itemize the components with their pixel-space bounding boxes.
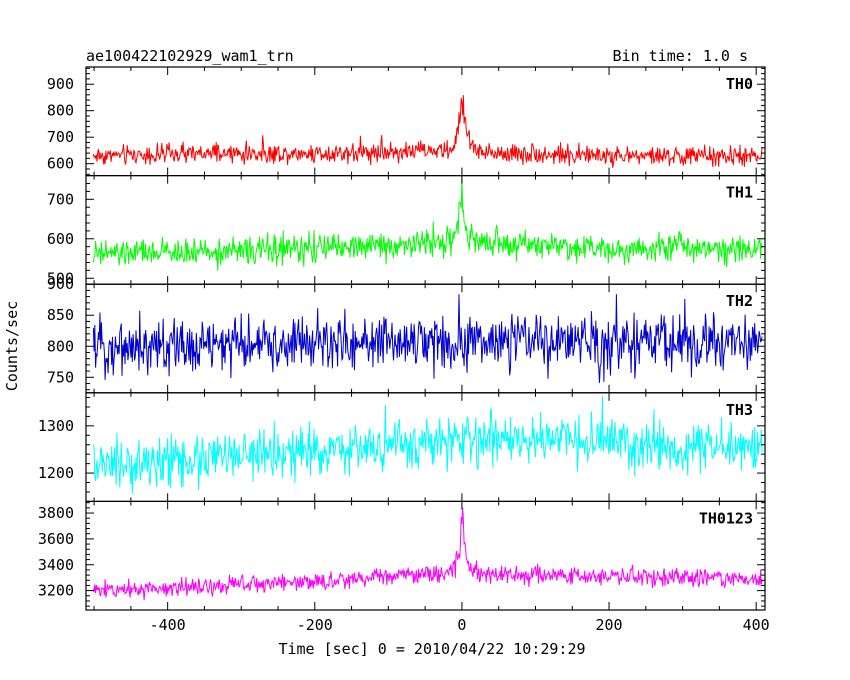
x-tick-label: 200 [595, 616, 622, 634]
y-tick-label: 500 [47, 269, 74, 287]
panel-th1: 500 600 700 TH1 [47, 175, 766, 287]
panel-th3: 1200 1300 TH3 [38, 392, 766, 502]
y-tick-label: 600 [47, 230, 74, 248]
y-tick-label: 900 [47, 275, 74, 293]
x-tick-label: 400 [743, 616, 770, 634]
y-tick-label: 750 [47, 368, 74, 386]
panel-label: TH3 [726, 401, 753, 419]
panel-th0: 600 700 800 900 TH0 [47, 66, 766, 177]
y-axis-label: Counts/sec [3, 301, 21, 391]
y-tick-label: 3400 [38, 556, 74, 574]
y-tick-label: 800 [47, 337, 74, 355]
y-tick-label: 700 [47, 190, 74, 208]
series-trace-th1 [92, 177, 763, 271]
y-tick-label: 600 [47, 155, 74, 173]
y-tick-label: 1200 [38, 464, 74, 482]
x-tick-label: -400 [150, 616, 186, 634]
panels: 600 700 800 900 TH0 500 600 700 TH1 750 800 850 900 T… [38, 66, 770, 634]
panel-label: TH2 [726, 292, 753, 310]
panel-label: TH0 [726, 75, 753, 93]
y-tick-label: 3800 [38, 504, 74, 522]
x-tick-label: -200 [297, 616, 333, 634]
panel-th2: 750 800 850 900 TH2 [47, 275, 766, 394]
series-trace-th0123 [92, 507, 763, 601]
series-trace-th0 [92, 95, 763, 168]
panel-frame [85, 500, 766, 611]
y-tick-label: 900 [47, 75, 74, 93]
plot-title-left: ae100422102929_wam1_trn [86, 47, 294, 65]
y-tick-label: 1300 [38, 417, 74, 435]
y-tick-label: 3600 [38, 530, 74, 548]
y-tick-label: 3200 [38, 582, 74, 600]
x-axis-label: Time [sec] 0 = 2010/04/22 10:29:29 [278, 640, 585, 658]
y-tick-label: 700 [47, 128, 74, 146]
bin-time-label: Bin time: 1.0 s [613, 47, 748, 65]
panel-label: TH0123 [699, 509, 753, 527]
panel-th0123: 3200 3400 3600 3800 TH0123 [38, 500, 766, 611]
series-trace-th3 [92, 396, 763, 495]
y-tick-label: 850 [47, 306, 74, 324]
y-tick-label: 800 [47, 102, 74, 120]
panel-label: TH1 [726, 184, 753, 202]
panel-frame [85, 175, 766, 285]
series-trace-th2 [92, 294, 763, 383]
x-tick-label: 0 [457, 616, 466, 634]
